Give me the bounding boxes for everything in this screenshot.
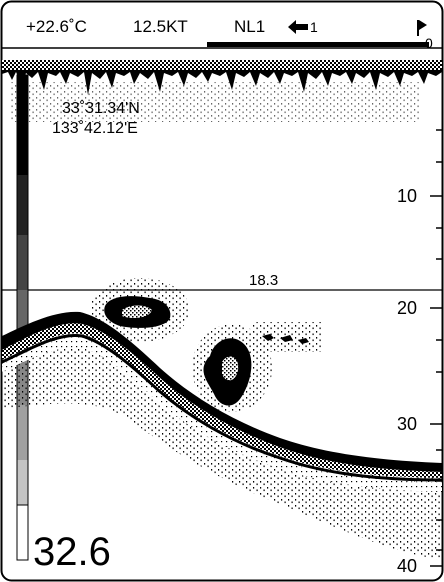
water-temperature: +22.6˚C [26, 17, 87, 36]
depth-tick-label-10: 10 [397, 186, 418, 206]
ship-speed: 12.5KT [133, 17, 188, 36]
surface-scatter [10, 82, 420, 122]
flag-value: 0 [425, 35, 433, 51]
current-depth-readout: 32.6 [33, 530, 111, 574]
longitude: 133˚42.12'E [52, 120, 138, 137]
vrm-depth-label: 18.3 [247, 272, 281, 289]
latitude: 33˚31.34'N [62, 100, 140, 117]
bottom-tail-scatter [2, 334, 442, 560]
depth-tick-label-40: 40 [397, 556, 418, 576]
shift-indicator-bar [207, 42, 429, 47]
noise-limiter: NL1 [234, 17, 266, 36]
left-arrow-icon [288, 20, 308, 34]
seabed-contour-lower [1, 333, 443, 482]
seabed-grey-band [2, 323, 442, 478]
depth-tick-label-30: 30 [397, 414, 418, 434]
color-bar [16, 74, 29, 561]
shift-value: 1 [310, 19, 318, 35]
surface-noise-fringe [2, 70, 442, 95]
depth-scale-major-ticks [430, 195, 442, 567]
fish-school-lower [192, 322, 322, 412]
depth-tick-label-20: 20 [397, 298, 418, 318]
flag-icon [416, 20, 428, 36]
surface-noise-band [2, 60, 442, 70]
seabed-contour-strong [2, 311, 442, 472]
fish-school-upper [90, 278, 190, 342]
